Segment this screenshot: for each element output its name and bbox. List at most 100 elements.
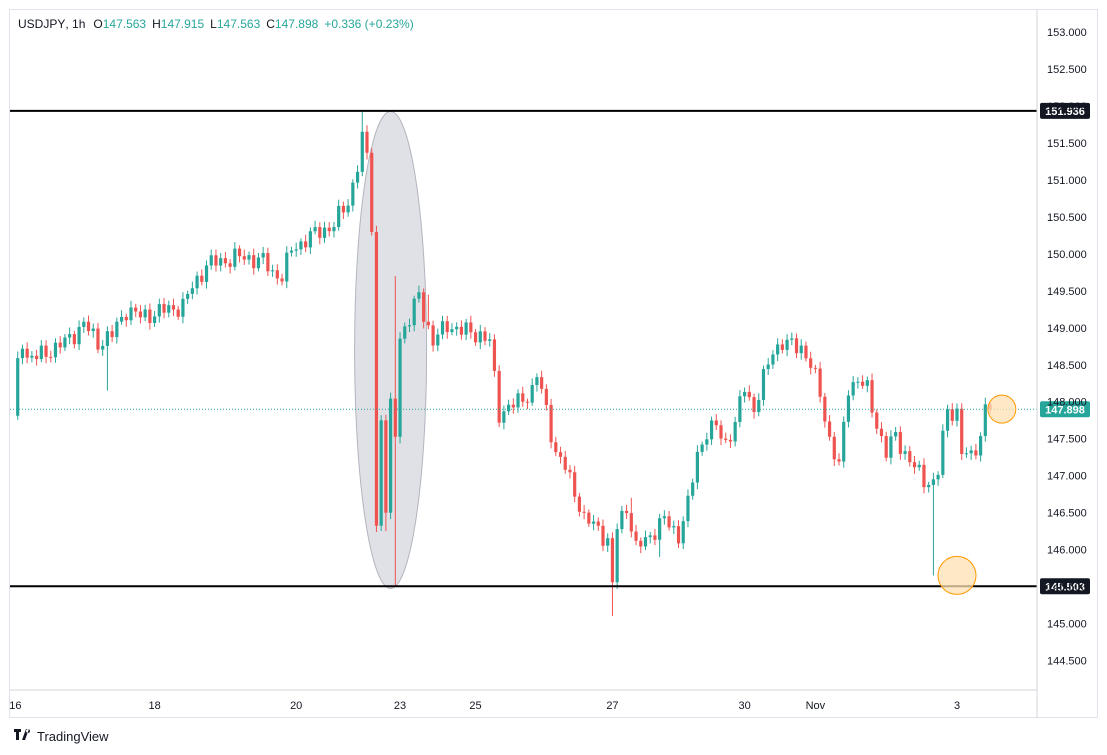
candle-body <box>252 255 256 269</box>
candle-body <box>129 307 133 321</box>
candle <box>889 430 893 465</box>
candle-body <box>417 292 421 299</box>
x-tick-label: 3 <box>954 700 960 712</box>
legend-change: +0.336 (+0.23%) <box>324 17 414 31</box>
candle-body <box>214 255 218 266</box>
candle-body <box>912 462 917 468</box>
candle-body <box>341 205 345 213</box>
candle-body <box>908 451 912 463</box>
candle <box>379 415 383 532</box>
candle <box>237 245 242 263</box>
candle <box>507 399 511 415</box>
candle <box>44 340 48 364</box>
candle <box>436 328 440 352</box>
candle <box>695 445 699 490</box>
candle <box>983 397 987 442</box>
candle <box>223 251 227 268</box>
candle <box>313 220 317 235</box>
candle <box>138 305 143 324</box>
candle <box>648 531 652 544</box>
candle <box>813 364 817 374</box>
candle <box>870 373 874 418</box>
candle <box>252 248 256 275</box>
candle-body <box>983 404 987 437</box>
candle <box>167 300 171 318</box>
candle <box>440 315 445 340</box>
x-tick-label: Nov <box>806 700 826 712</box>
level-price-tag <box>1040 102 1090 119</box>
candle <box>743 387 747 403</box>
candle-body <box>780 344 784 350</box>
candle <box>351 179 355 212</box>
candle-body <box>535 377 539 386</box>
candle <box>195 271 199 295</box>
candle-body <box>459 326 463 335</box>
candle <box>879 422 884 443</box>
candle-body <box>228 263 232 267</box>
candle <box>91 323 95 338</box>
candle-body <box>266 253 270 272</box>
candle-body <box>695 451 699 483</box>
candle <box>846 390 851 428</box>
candle <box>620 505 624 534</box>
candle <box>256 252 261 272</box>
candle-body <box>875 412 879 429</box>
candle-body <box>289 250 294 253</box>
y-tick-label: 149.000 <box>1047 323 1087 335</box>
candle-body <box>464 322 468 335</box>
candle-body <box>153 316 157 323</box>
candle-body <box>827 421 832 437</box>
candle-body <box>105 331 109 346</box>
candle-body <box>502 411 506 423</box>
candle <box>285 246 289 289</box>
circle-annotations <box>937 394 1017 595</box>
candle-body <box>204 265 209 282</box>
level-price-label: 151.936 <box>1045 106 1085 118</box>
candle-body <box>82 321 86 327</box>
candle <box>153 310 157 327</box>
candle <box>629 497 633 538</box>
candle-body <box>261 253 265 258</box>
candle <box>280 273 284 286</box>
y-tick-label: 149.500 <box>1047 286 1087 298</box>
candle <box>643 530 648 551</box>
horizontal-lines-layer[interactable]: 151.936 145.503 147.898 <box>10 102 1090 595</box>
candle-body <box>483 331 487 341</box>
candle <box>728 434 733 448</box>
candle <box>157 298 161 323</box>
candle <box>294 242 298 257</box>
candle <box>790 332 794 346</box>
candle-body <box>327 227 331 232</box>
candle <box>653 528 657 546</box>
candle-body <box>143 309 147 318</box>
candle <box>228 259 232 274</box>
candle-body <box>894 432 898 437</box>
candle <box>950 403 954 426</box>
candle-body <box>162 304 166 313</box>
candle-body <box>724 438 728 440</box>
candle <box>299 238 303 256</box>
candle <box>818 361 822 403</box>
candle <box>676 520 681 549</box>
candle-body <box>450 329 454 333</box>
candle <box>945 404 950 438</box>
candle <box>176 305 180 320</box>
candle-body <box>370 152 374 233</box>
candle-body <box>766 364 770 370</box>
candle <box>757 393 761 417</box>
candle <box>398 332 402 444</box>
legend-close: 147.898 <box>274 17 319 31</box>
candle-body <box>955 408 959 421</box>
candle <box>719 420 723 446</box>
candle <box>450 323 454 336</box>
candle-body <box>308 231 312 248</box>
legend-high-label: H <box>152 17 161 31</box>
candle-body <box>332 227 336 232</box>
candle-body <box>379 420 383 526</box>
candle <box>469 315 473 339</box>
candle-body <box>922 464 926 488</box>
candle-body <box>525 401 530 403</box>
tradingview-logo-icon <box>14 729 32 744</box>
footer-brand[interactable]: TradingView <box>14 729 109 744</box>
